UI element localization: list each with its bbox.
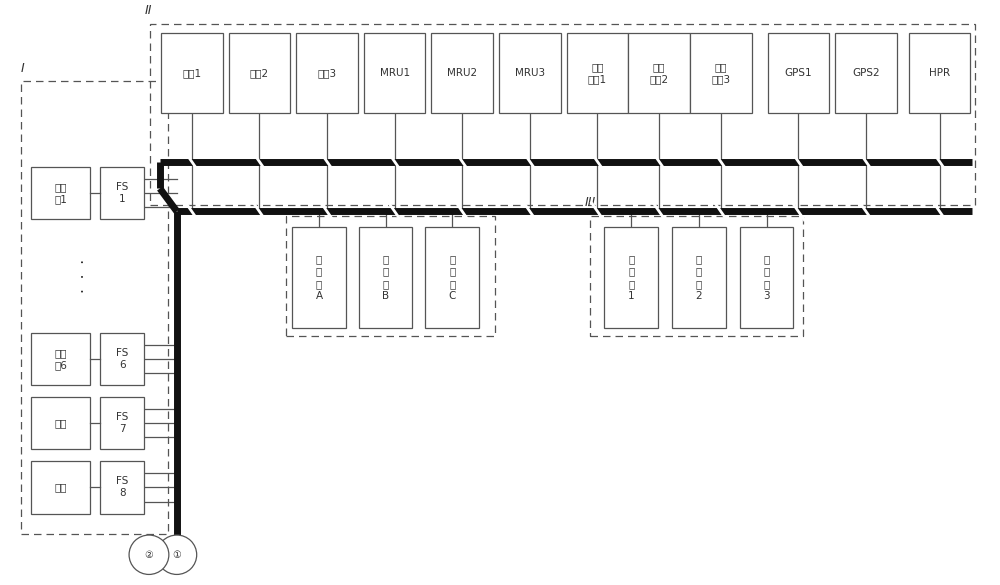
Text: HPR: HPR bbox=[929, 68, 950, 78]
Text: FS
8: FS 8 bbox=[116, 476, 128, 498]
Text: GPS1: GPS1 bbox=[785, 68, 812, 78]
Text: 操
纵
台
3: 操 纵 台 3 bbox=[763, 254, 770, 301]
Bar bbox=[740, 228, 793, 328]
Text: ②: ② bbox=[145, 550, 153, 560]
Bar bbox=[31, 333, 90, 386]
Bar bbox=[499, 33, 561, 113]
Text: ①: ① bbox=[172, 550, 181, 560]
Bar bbox=[100, 461, 144, 514]
Bar bbox=[150, 24, 975, 205]
Bar bbox=[286, 216, 495, 336]
Text: 控
制
器
C: 控 制 器 C bbox=[449, 254, 456, 301]
Text: 控
制
器
B: 控 制 器 B bbox=[382, 254, 389, 301]
Text: GPS2: GPS2 bbox=[852, 68, 880, 78]
Bar bbox=[292, 228, 346, 328]
Bar bbox=[567, 33, 628, 113]
Text: 操
纵
台
2: 操 纵 台 2 bbox=[696, 254, 702, 301]
Bar bbox=[100, 333, 144, 386]
Text: III: III bbox=[585, 196, 596, 209]
Text: 罗猃1: 罗猃1 bbox=[182, 68, 201, 78]
Bar bbox=[229, 33, 290, 113]
Text: FS
6: FS 6 bbox=[116, 348, 128, 370]
Bar bbox=[21, 81, 168, 534]
Text: II: II bbox=[145, 4, 152, 18]
Bar bbox=[31, 167, 90, 219]
Text: 罗猃3: 罗猃3 bbox=[317, 68, 337, 78]
Bar bbox=[672, 228, 726, 328]
Bar bbox=[909, 33, 970, 113]
Ellipse shape bbox=[129, 535, 169, 574]
Text: 推进
剹6: 推进 剹6 bbox=[54, 348, 67, 370]
Ellipse shape bbox=[157, 535, 197, 574]
Bar bbox=[604, 228, 658, 328]
Text: MRU3: MRU3 bbox=[515, 68, 545, 78]
Bar bbox=[100, 397, 144, 449]
Bar bbox=[431, 33, 493, 113]
Text: MRU2: MRU2 bbox=[447, 68, 477, 78]
Text: 罗猃2: 罗猃2 bbox=[250, 68, 269, 78]
Bar bbox=[768, 33, 829, 113]
Bar bbox=[590, 216, 803, 336]
Bar bbox=[31, 397, 90, 449]
Text: 风传
感剹1: 风传 感剹1 bbox=[588, 61, 607, 84]
Bar bbox=[690, 33, 752, 113]
Bar bbox=[425, 228, 479, 328]
Bar bbox=[835, 33, 897, 113]
Text: ·  ·  ·: · · · bbox=[77, 259, 92, 293]
Text: FS
7: FS 7 bbox=[116, 412, 128, 434]
Bar bbox=[161, 33, 223, 113]
Text: 风传
感剹3: 风传 感剹3 bbox=[711, 61, 730, 84]
Bar bbox=[628, 33, 690, 113]
Bar bbox=[364, 33, 425, 113]
Text: MRU1: MRU1 bbox=[380, 68, 410, 78]
Text: 风传
感剹2: 风传 感剹2 bbox=[650, 61, 669, 84]
Text: 操
纵
台
1: 操 纵 台 1 bbox=[628, 254, 635, 301]
Text: 左舐: 左舐 bbox=[54, 482, 67, 492]
Text: I: I bbox=[21, 61, 24, 75]
Text: 左舐: 左舐 bbox=[54, 418, 67, 428]
Bar bbox=[296, 33, 358, 113]
Text: 推进
剹1: 推进 剹1 bbox=[54, 182, 67, 204]
Bar bbox=[100, 167, 144, 219]
Text: 控
制
器
A: 控 制 器 A bbox=[315, 254, 323, 301]
Bar bbox=[31, 461, 90, 514]
Text: FS
1: FS 1 bbox=[116, 182, 128, 204]
Bar bbox=[359, 228, 412, 328]
